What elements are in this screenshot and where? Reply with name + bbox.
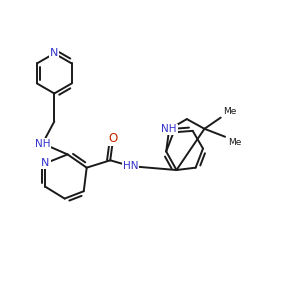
Text: Me: Me: [224, 107, 237, 116]
Text: Me: Me: [228, 138, 242, 147]
Text: N: N: [41, 158, 50, 168]
Text: N: N: [50, 48, 58, 59]
Text: NH: NH: [35, 139, 50, 148]
Text: O: O: [109, 132, 118, 145]
Text: NH: NH: [161, 124, 177, 134]
Text: HN: HN: [123, 161, 139, 171]
